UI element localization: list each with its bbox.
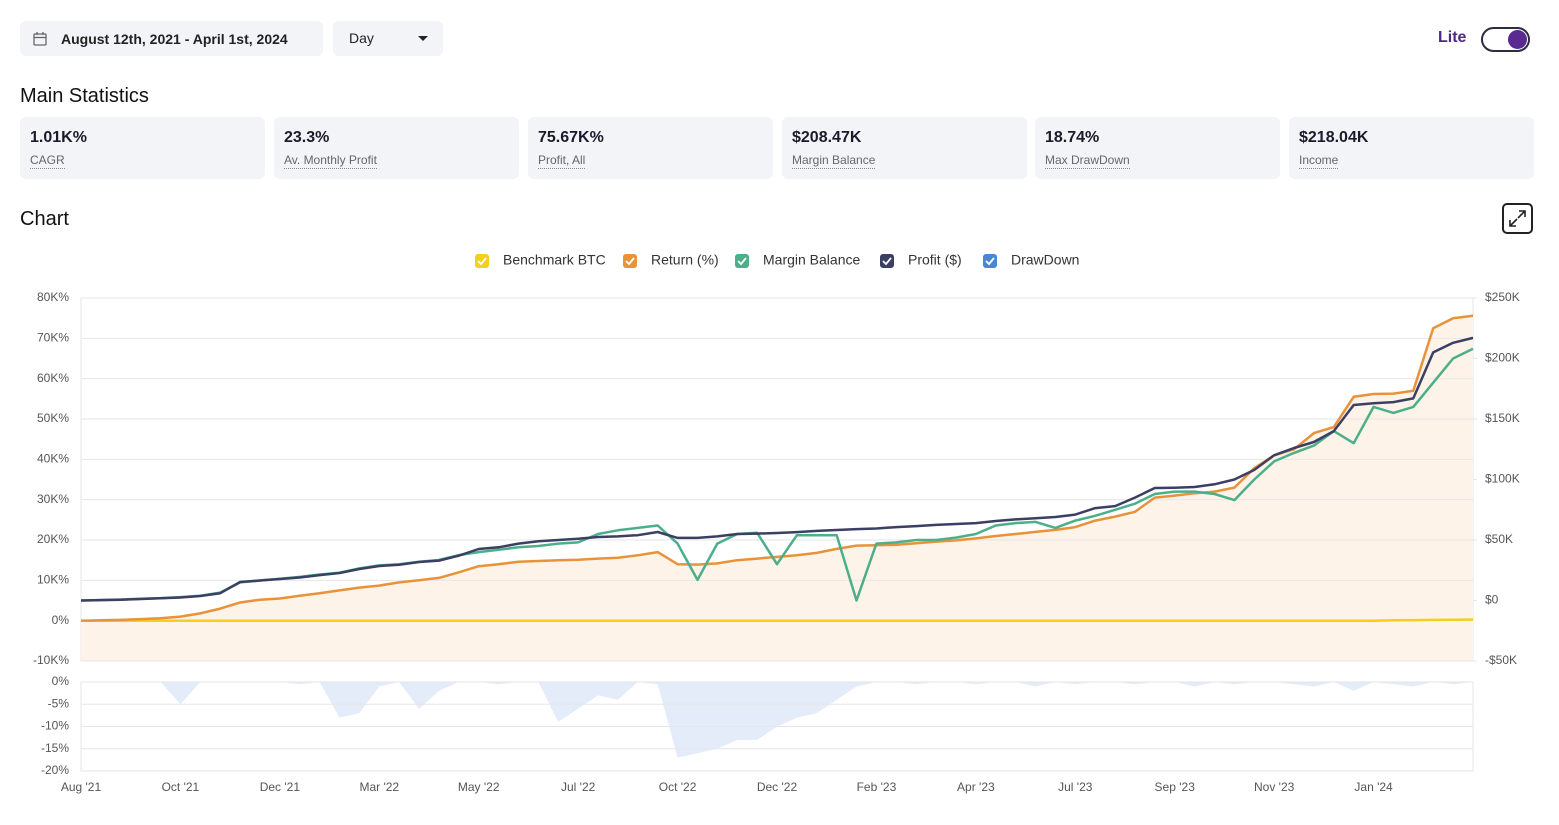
- y-tick-label: 50K%: [37, 411, 69, 425]
- legend-check: [882, 257, 892, 266]
- toggle-knob: [1508, 30, 1527, 49]
- stat-value: $218.04K: [1299, 129, 1369, 146]
- stat-value: 1.01K%: [30, 129, 87, 146]
- mode-toggle[interactable]: [1481, 27, 1530, 52]
- line: [81, 618, 1474, 622]
- x-tick-label: Oct '21: [162, 780, 200, 794]
- line: [80, 336, 1474, 602]
- stat-label: CAGR: [30, 153, 65, 169]
- stat-card: 18.74% Max DrawDown: [1035, 117, 1280, 179]
- stat-value: 23.3%: [284, 129, 330, 146]
- x-tick-label: Apr '23: [957, 780, 995, 794]
- legend-checkbox[interactable]: [880, 254, 894, 268]
- date-range: August 12th, 2021 - April 1st, 2024: [61, 31, 288, 47]
- y3-tick-label: 0%: [52, 674, 70, 688]
- stat-card: 75.67K% Profit, All: [528, 117, 773, 179]
- area: [81, 682, 1473, 758]
- stat-value: 75.67K%: [538, 129, 604, 146]
- y3-tick-label: -10%: [41, 719, 69, 733]
- legend-checkbox[interactable]: [983, 254, 997, 268]
- y2-tick-label: $50K: [1485, 532, 1513, 546]
- stat-label: Av. Monthly Profit: [284, 153, 377, 169]
- stat-card: $218.04K Income: [1289, 117, 1534, 179]
- y-tick-label: 20K%: [37, 532, 69, 546]
- stat-card: 1.01K% CAGR: [20, 117, 265, 179]
- x-tick-label: Aug '21: [61, 780, 102, 794]
- x-tick-label: Oct '22: [659, 780, 697, 794]
- legend-checkbox[interactable]: [475, 254, 489, 268]
- y-tick-label: 70K%: [37, 331, 69, 345]
- legend-check: [477, 257, 487, 266]
- x-tick-label: Feb '23: [857, 780, 897, 794]
- expand-button[interactable]: [1502, 203, 1533, 234]
- stat-label: Income: [1299, 153, 1339, 169]
- dropdown-arrow: [418, 36, 428, 41]
- y-tick-label: 40K%: [37, 452, 69, 466]
- stat-value: 18.74%: [1045, 129, 1100, 146]
- legend-checkbox[interactable]: [623, 254, 637, 268]
- legend-check: [625, 257, 635, 266]
- y2-tick-label: $200K: [1485, 351, 1520, 365]
- x-tick-label: Sep '23: [1155, 780, 1196, 794]
- y2-tick-label: $0: [1485, 593, 1499, 607]
- y2-tick-label: $100K: [1485, 472, 1520, 486]
- legend-checkbox[interactable]: [735, 254, 749, 268]
- y-tick-label: 60K%: [37, 371, 69, 385]
- y-tick-label: 10K%: [37, 573, 69, 587]
- stat-value: $208.47K: [792, 129, 862, 146]
- area: [81, 315, 1473, 661]
- x-tick-label: May '22: [458, 780, 500, 794]
- y-tick-label: 80K%: [37, 290, 69, 304]
- legend-label: DrawDown: [1011, 252, 1079, 268]
- calendar-icon: [33, 32, 47, 46]
- stat-card: 23.3% Av. Monthly Profit: [274, 117, 519, 179]
- legend-check: [737, 257, 747, 266]
- stat-label: Max DrawDown: [1045, 153, 1130, 169]
- y-tick-label: 0%: [52, 613, 70, 627]
- section-title: Main Statistics: [20, 85, 149, 107]
- x-tick-label: Jan '24: [1354, 780, 1393, 794]
- y3-tick-label: -20%: [41, 763, 69, 777]
- stat-label: Margin Balance: [792, 153, 876, 169]
- x-tick-label: Mar '22: [359, 780, 399, 794]
- x-tick-label: Dec '22: [757, 780, 798, 794]
- x-tick-label: Nov '23: [1254, 780, 1295, 794]
- y2-tick-label: $150K: [1485, 411, 1520, 425]
- period: Day: [349, 30, 374, 46]
- x-tick-label: Dec '21: [260, 780, 301, 794]
- legend-label: Benchmark BTC: [503, 252, 606, 268]
- y3-tick-label: -15%: [41, 741, 69, 755]
- expand-icon: [1509, 210, 1526, 227]
- legend-label: Margin Balance: [763, 252, 860, 268]
- legend-check: [985, 257, 995, 266]
- x-tick-label: Jul '22: [561, 780, 596, 794]
- legend-label: Return (%): [651, 252, 719, 268]
- section-title: Chart: [20, 208, 69, 230]
- period-select[interactable]: Day: [333, 21, 443, 56]
- stat-card: $208.47K Margin Balance: [782, 117, 1027, 179]
- stat-label: Profit, All: [538, 153, 586, 169]
- y-tick-label: -10K%: [33, 653, 69, 667]
- y2-tick-label: -$50K: [1485, 653, 1517, 667]
- y3-tick-label: -5%: [48, 696, 70, 710]
- y2-tick-label: $250K: [1485, 290, 1520, 304]
- line: [80, 314, 1474, 622]
- x-tick-label: Jul '23: [1058, 780, 1093, 794]
- date-range-picker[interactable]: August 12th, 2021 - April 1st, 2024: [20, 21, 323, 56]
- mode-label: Lite: [1438, 29, 1467, 46]
- y-tick-label: 30K%: [37, 492, 69, 506]
- legend-label: Profit ($): [908, 252, 962, 268]
